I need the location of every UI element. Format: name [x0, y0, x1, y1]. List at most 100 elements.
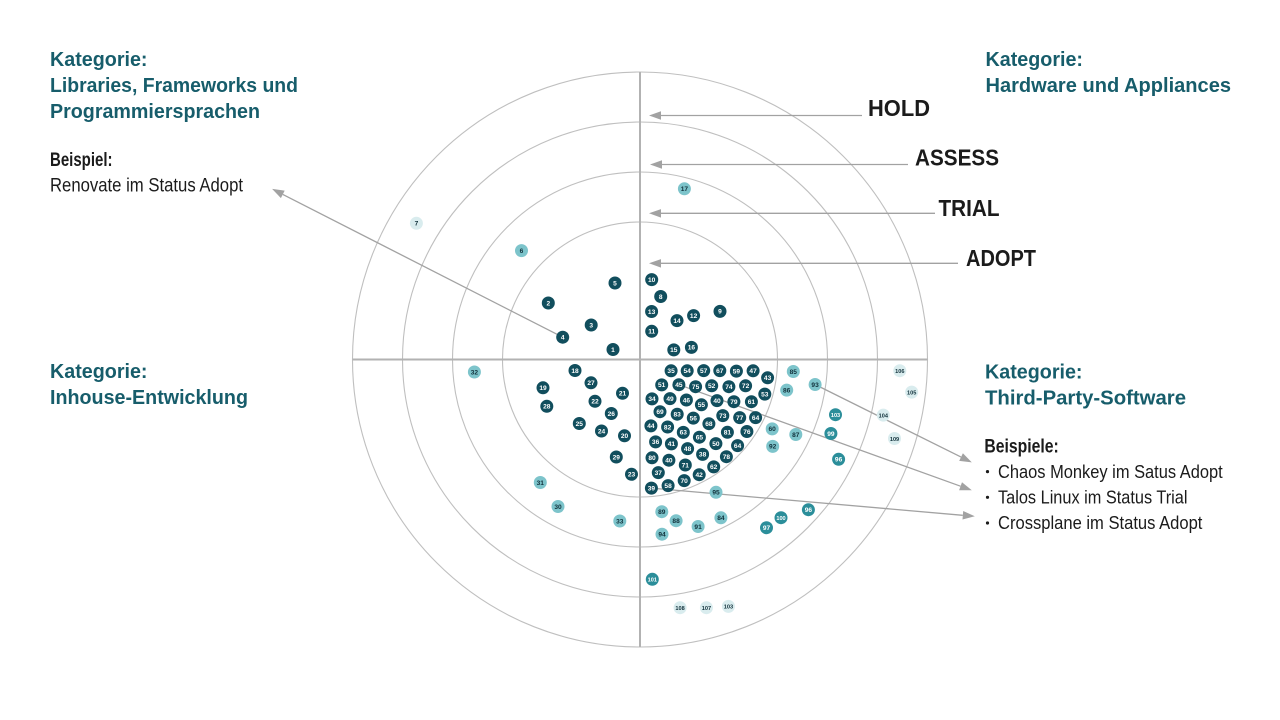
svg-text:96: 96 — [835, 457, 843, 464]
svg-text:48: 48 — [684, 446, 692, 453]
svg-text:82: 82 — [664, 424, 672, 431]
svg-text:39: 39 — [648, 485, 656, 492]
svg-text:1: 1 — [611, 347, 615, 354]
svg-text:75: 75 — [692, 384, 700, 391]
svg-text:12: 12 — [690, 313, 698, 320]
svg-text:10: 10 — [648, 277, 656, 284]
svg-text:104: 104 — [879, 413, 889, 419]
svg-text:61: 61 — [748, 399, 756, 406]
svg-text:9: 9 — [718, 309, 722, 316]
svg-text:89: 89 — [658, 509, 666, 516]
svg-text:105: 105 — [907, 390, 916, 396]
svg-text:50: 50 — [712, 441, 720, 448]
svg-text:79: 79 — [730, 399, 738, 406]
svg-text:46: 46 — [683, 397, 691, 404]
svg-text:TRIAL: TRIAL — [939, 195, 1000, 221]
svg-text:ASSESS: ASSESS — [915, 144, 999, 170]
svg-text:Hardware und Appliances: Hardware und Appliances — [986, 75, 1232, 97]
svg-text:92: 92 — [769, 444, 777, 451]
svg-text:80: 80 — [648, 455, 656, 462]
svg-text:35: 35 — [667, 368, 675, 375]
svg-text:Renovate im Status Adopt: Renovate im Status Adopt — [50, 175, 244, 196]
svg-text:94: 94 — [658, 532, 666, 539]
svg-text:26: 26 — [608, 411, 616, 418]
svg-text:Kategorie:: Kategorie: — [986, 49, 1084, 71]
svg-text:101: 101 — [648, 578, 657, 584]
svg-text:62: 62 — [710, 464, 718, 471]
svg-text:108: 108 — [675, 606, 684, 612]
svg-text:Chaos Monkey im Satus Adopt: Chaos Monkey im Satus Adopt — [998, 462, 1223, 482]
svg-text:Libraries, Frameworks und: Libraries, Frameworks und — [50, 75, 298, 97]
svg-text:74: 74 — [725, 384, 733, 391]
svg-text:86: 86 — [783, 387, 791, 394]
svg-text:63: 63 — [680, 430, 688, 437]
svg-text:88: 88 — [672, 518, 680, 525]
svg-text:Talos Linux im Status Trial: Talos Linux im Status Trial — [998, 488, 1188, 508]
svg-text:15: 15 — [670, 347, 678, 354]
svg-text:3: 3 — [589, 322, 593, 329]
svg-text:43: 43 — [764, 375, 772, 382]
svg-text:49: 49 — [666, 396, 674, 403]
svg-text:25: 25 — [576, 421, 584, 428]
svg-text:73: 73 — [719, 413, 727, 420]
svg-text:29: 29 — [613, 454, 621, 461]
svg-text:44: 44 — [647, 423, 655, 430]
svg-text:76: 76 — [743, 429, 751, 436]
svg-text:Beispiele:: Beispiele: — [984, 436, 1058, 457]
svg-text:109: 109 — [890, 437, 899, 443]
svg-text:Kategorie:: Kategorie: — [50, 49, 148, 71]
svg-text:38: 38 — [699, 452, 707, 459]
svg-text:36: 36 — [652, 439, 660, 446]
svg-text:42: 42 — [696, 472, 704, 479]
svg-text:103: 103 — [724, 605, 733, 611]
svg-text:Third-Party-Software: Third-Party-Software — [985, 388, 1186, 410]
svg-text:107: 107 — [702, 606, 711, 612]
svg-text:Kategorie:: Kategorie: — [985, 362, 1083, 384]
svg-text:57: 57 — [700, 368, 708, 375]
svg-text:Programmiersprachen: Programmiersprachen — [50, 101, 260, 123]
svg-text:100: 100 — [776, 516, 785, 522]
svg-text:47: 47 — [749, 368, 757, 375]
svg-text:30: 30 — [554, 504, 562, 511]
svg-text:40: 40 — [665, 458, 673, 465]
svg-text:16: 16 — [688, 345, 696, 352]
svg-text:14: 14 — [673, 318, 681, 325]
svg-text:99: 99 — [827, 431, 835, 438]
svg-text:95: 95 — [712, 490, 720, 497]
svg-text:67: 67 — [716, 368, 724, 375]
svg-text:8: 8 — [659, 294, 663, 301]
svg-text:77: 77 — [736, 415, 744, 422]
svg-text:71: 71 — [682, 462, 690, 469]
svg-text:HOLD: HOLD — [868, 95, 930, 121]
svg-text:7: 7 — [415, 221, 419, 228]
svg-text:59: 59 — [733, 368, 741, 375]
svg-text:93: 93 — [811, 382, 819, 389]
svg-text:28: 28 — [543, 404, 551, 411]
svg-text:53: 53 — [761, 391, 769, 398]
svg-text:69: 69 — [656, 409, 664, 416]
svg-text:Beispiel:: Beispiel: — [50, 150, 113, 171]
svg-text:Kategorie:: Kategorie: — [50, 361, 148, 383]
svg-text:64: 64 — [734, 443, 742, 450]
svg-text:22: 22 — [591, 399, 599, 406]
svg-text:87: 87 — [792, 432, 800, 439]
svg-text:32: 32 — [471, 369, 479, 376]
svg-text:19: 19 — [539, 385, 547, 392]
svg-text:81: 81 — [724, 430, 732, 437]
svg-text:83: 83 — [674, 412, 682, 419]
svg-text:78: 78 — [723, 454, 731, 461]
svg-text:55: 55 — [698, 402, 706, 409]
svg-text:65: 65 — [696, 435, 704, 442]
svg-text:56: 56 — [690, 415, 698, 422]
svg-text:2: 2 — [546, 300, 550, 307]
svg-text:58: 58 — [664, 483, 672, 490]
svg-text:13: 13 — [648, 309, 656, 316]
svg-text:6: 6 — [520, 248, 524, 255]
svg-text:18: 18 — [571, 368, 579, 375]
svg-text:34: 34 — [648, 396, 656, 403]
svg-text:64: 64 — [752, 415, 760, 422]
svg-text:4: 4 — [561, 335, 565, 342]
svg-text:72: 72 — [742, 383, 750, 390]
svg-text:21: 21 — [619, 391, 627, 398]
svg-text:11: 11 — [648, 329, 655, 336]
